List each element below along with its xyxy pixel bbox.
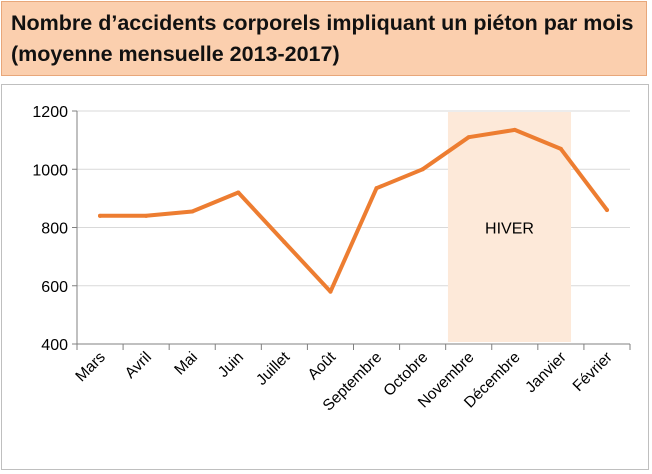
x-tick-label: Janvier [522,349,569,396]
data-point-mai [190,209,195,214]
x-tick-label: Juillet [253,348,294,389]
x-tick-label: Août [305,348,340,383]
highlight-layer [447,112,572,342]
x-tick-label: Février [570,349,616,395]
series-layer [98,127,609,294]
x-tick-label: Mars [72,349,109,386]
data-point-août [328,289,333,294]
y-tick-label: 1000 [32,162,68,179]
axis-layer [72,110,631,350]
data-point-octobre [420,167,425,172]
y-tick-label: 600 [41,279,68,296]
hiver-region [447,112,572,342]
hiver-label: HIVER [485,221,534,238]
data-point-décembre [512,127,517,132]
data-point-janvier [558,146,563,151]
chart-frame: 400 600 800 1000 1200 HIVER Mars Avril Mai Juin Ju… [1,84,649,470]
y-tick-label: 1200 [32,104,68,121]
y-tick-label: 800 [41,221,68,238]
chart-header: Nombre d’accidents corporels impliquant … [1,1,647,76]
data-point-septembre [374,186,379,191]
series-line [98,127,609,294]
line-chart: 400 600 800 1000 1200 HIVER Mars Avril Mai Juin Ju… [32,104,631,414]
x-tick-label: Mai [171,349,201,379]
data-point-mars [98,213,103,218]
y-tick-label: 400 [41,337,68,354]
data-point-juillet [282,240,287,245]
x-tick-label: Juin [215,349,247,381]
data-point-novembre [466,135,471,140]
data-point-février [604,208,609,213]
x-tick-label: Avril [122,349,155,382]
data-point-avril [144,213,149,218]
data-point-juin [236,190,241,195]
chart-title: Nombre d’accidents corporels impliquant … [11,11,634,66]
